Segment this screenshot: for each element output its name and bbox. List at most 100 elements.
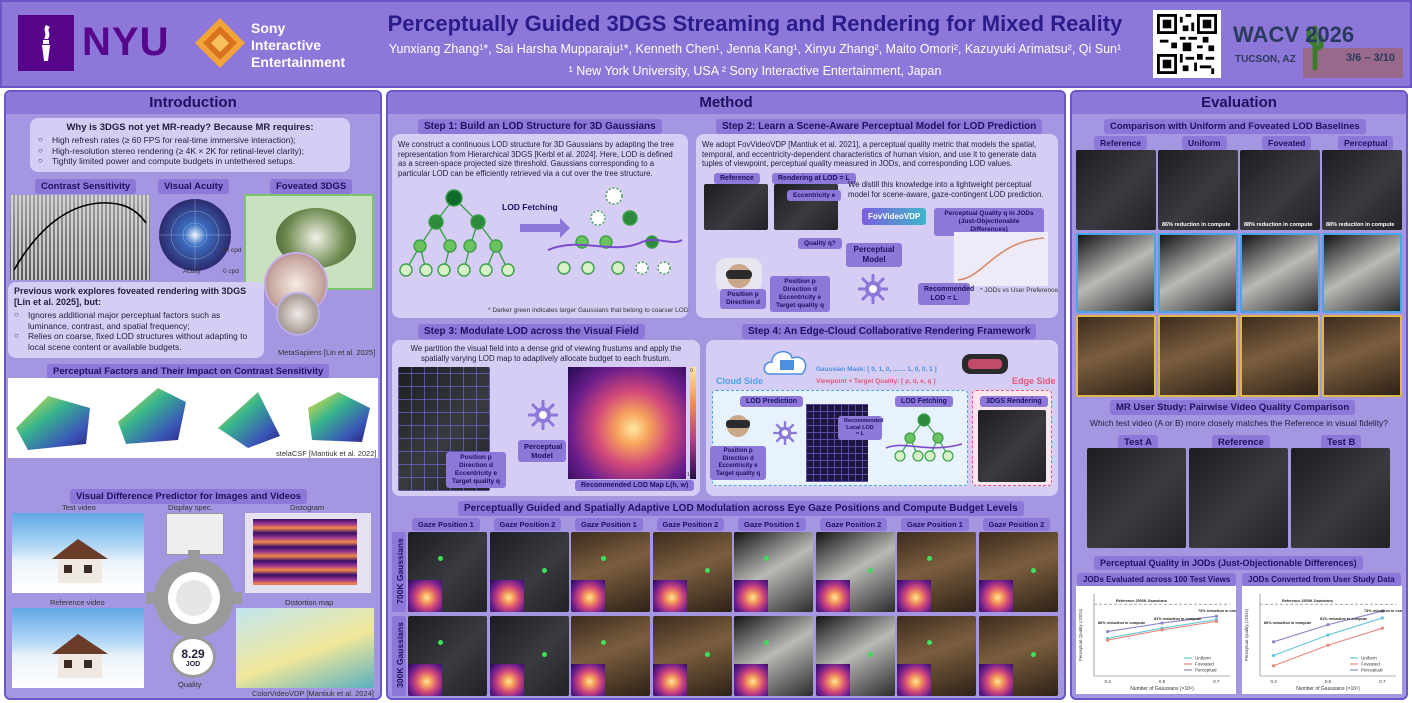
vr-headset-icon [960,350,1010,378]
legend-label: Foveated [1195,662,1214,667]
user-study-reference-image [1189,448,1288,548]
sony-logo-icon [193,16,247,70]
results-title: Perceptually Guided and Spatially Adapti… [458,501,1024,516]
lod-map-inset [815,664,850,696]
recommended-local-lod-chip: Recommended Local LOD = L [838,416,883,440]
wacv-logo [1233,10,1403,78]
comparison-image [1322,315,1402,397]
data-point [1326,623,1330,627]
chip-vdp: Visual Difference Predictor for Images a… [70,489,308,504]
distogram-label: Distogram [290,503,325,512]
previous-work-box: Previous work explores foveated renderin… [8,282,264,358]
colorvideovdp-citation: ColorVideoVDP [Mantiuk et al. 2024] [252,689,374,698]
edge-side-label: Edge Side [1012,376,1056,386]
gaze-point-marker [601,556,606,561]
quality-label: Quality [178,680,202,689]
gaze-point-marker [764,556,769,561]
legend-label: Uniform [1195,656,1211,661]
gaze-result-image [652,616,732,696]
gaze-result-image [734,532,813,612]
reference-render-image [704,184,768,230]
lod-map-inset [734,664,768,696]
eccentricity-chip: Eccentricity e [787,190,842,201]
data-point [1380,626,1384,630]
comparison-column-label: Uniform [1182,136,1227,150]
chart-annotation: Reference 2500K Gaussians [1116,599,1167,603]
series-line-perceptual [1273,610,1383,643]
mr-requirements-box: Why is 3DGS not yet MR-ready? Because MR… [30,118,350,172]
comparison-column-label: Reference [1094,136,1148,150]
gaze-result-image [978,532,1058,612]
neural-network-icon [770,418,800,448]
chart-annotation: 86% reduction in compute [1264,621,1311,625]
qr-code-icon[interactable] [1153,10,1221,78]
lod-grid-image [806,404,868,482]
lod-map-label: Recommended LOD Map L(h, w) [575,480,695,491]
data-point [1326,643,1330,647]
reference-label: Reference [1212,435,1270,450]
lod-map-inset [652,580,687,612]
x-tick-label: 0.7 [1379,679,1386,684]
reference-chip: Reference [714,173,760,184]
x-tick-label: 0.3 [1104,679,1111,684]
chart-title-left: JODs Evaluated across 100 Test Views [1077,573,1237,586]
data-point [1380,609,1384,613]
edge-lod-tree [882,410,966,484]
jod-chart-left: 0.3 0.5 0.7 Number of Gaussians (×10⁶) Perce… [1076,586,1245,694]
gaze-position-label: Gaze Position 2 [982,518,1051,531]
requirements-list: High refresh rates (≥ 60 FPS for real-ti… [38,135,342,167]
sony-logo-text: Sony Interactive Entertainment [251,20,346,70]
gaze-result-image [489,616,569,696]
acuity-min-label: 0 cpd [223,268,239,275]
gaze-position-label: Gaze Position 1 [901,518,969,531]
list-item: Ignores additional major perceptual fact… [14,310,258,331]
perceptual-factors-surfaces [8,378,378,458]
comparison-image: 86% reduction in compute [1158,150,1238,230]
x-axis-label: Number of Gaussians (×10⁶) [1130,686,1194,692]
position-direction-chip: Position p Direction d [720,289,766,309]
x-tick-label: 0.7 [1213,679,1220,684]
lod-map-inset [897,580,931,612]
chart-annotation: 73% reduction in compute [1364,609,1402,613]
colorbar-top-label: 0 [690,368,693,374]
lod-map-inset [978,580,1013,612]
cloud-server-icon [760,344,812,380]
lod-map-inset [734,580,768,612]
chart-annotation: 81% reduction in compute [1320,617,1367,621]
visual-field-grid-image [398,367,490,491]
poster-title: Perceptually Guided 3DGS Streaming and R… [387,11,1123,36]
comparison-column-label: Perceptual [1338,136,1394,150]
gaze-position-label: Gaze Position 1 [412,518,480,531]
gaze-point-marker [541,568,547,573]
method-title: Method [388,92,1064,114]
gaze-point-marker [927,556,932,561]
compute-reduction-label: 88% reduction in compute [1244,222,1313,228]
step3-title: Step 3: Modulate LOD across the Visual F… [418,324,645,339]
mr-question: Why is 3DGS not yet MR-ready? Because MR… [66,122,314,133]
viewpoint-quality-text: Viewpoint + Target Quality: [ p, d, e, q… [816,378,936,385]
y-axis-label: Perceptual Quality (JODs) [1078,608,1083,661]
list-item: High refresh rates (≥ 60 FPS for real-ti… [38,135,342,146]
gaze-point-marker [601,640,606,645]
conference-location: TUCSON, AZ [1235,54,1296,65]
comparison-image [1240,315,1320,397]
gaze-result-image [978,616,1058,696]
comparison-image: 88% reduction in compute [1240,150,1320,230]
previous-work-heading: Previous work explores foveated renderin… [14,286,247,307]
comparison-image [1158,315,1238,397]
data-point [1272,653,1276,658]
distortion-map-label: Distortion map [285,598,334,607]
step2-text: We adopt FovVideoVDP [Mantiuk et al. 202… [702,140,1037,168]
gaze-result-image [734,616,813,696]
row-label-700k: 700K Gaussians [392,532,406,612]
gaze-point-marker [1030,652,1036,657]
3dgs-rendering-chip: 3DGS Rendering [980,396,1048,407]
gaze-result-image [571,532,650,612]
rendering-chip: Rendering at LOD = L [772,173,856,184]
gaze-result-image [571,616,650,696]
step1-title: Step 1: Build an LOD Structure for 3D Ga… [418,119,662,134]
gaze-point-marker [704,568,710,573]
distogram-image [245,513,371,593]
lod-map-inset [897,664,931,696]
jod-note: * JODs vs User Preference [980,287,1059,294]
